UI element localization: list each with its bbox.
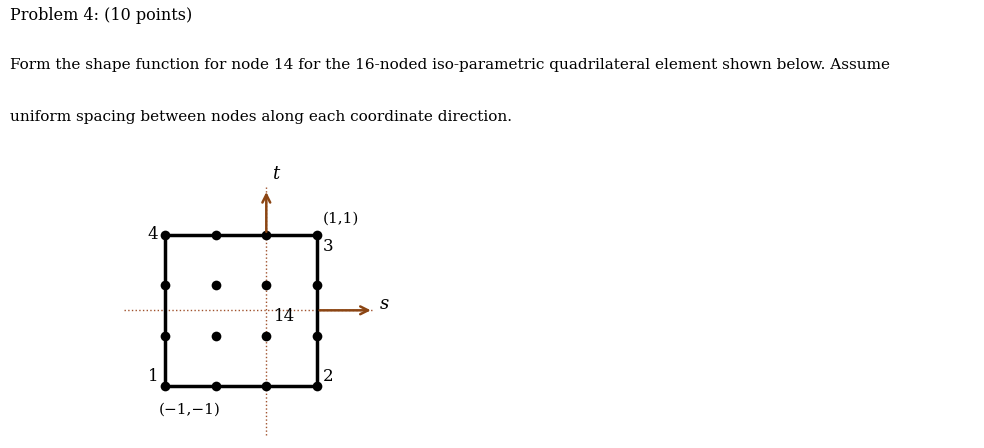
Text: Problem 4: (10 points): Problem 4: (10 points) [10, 7, 192, 24]
Text: uniform spacing between nodes along each coordinate direction.: uniform spacing between nodes along each… [10, 110, 512, 124]
Text: t: t [272, 165, 278, 183]
Text: 3: 3 [323, 238, 334, 255]
Text: (−1,−1): (−1,−1) [158, 403, 220, 417]
Text: Form the shape function for node 14 for the 16-noded iso-parametric quadrilatera: Form the shape function for node 14 for … [10, 58, 890, 72]
Text: 1: 1 [148, 367, 158, 384]
Text: 4: 4 [148, 226, 158, 243]
Text: 2: 2 [323, 367, 334, 384]
Text: s: s [380, 295, 389, 313]
Text: 14: 14 [274, 308, 295, 325]
Text: (1,1): (1,1) [323, 211, 359, 225]
